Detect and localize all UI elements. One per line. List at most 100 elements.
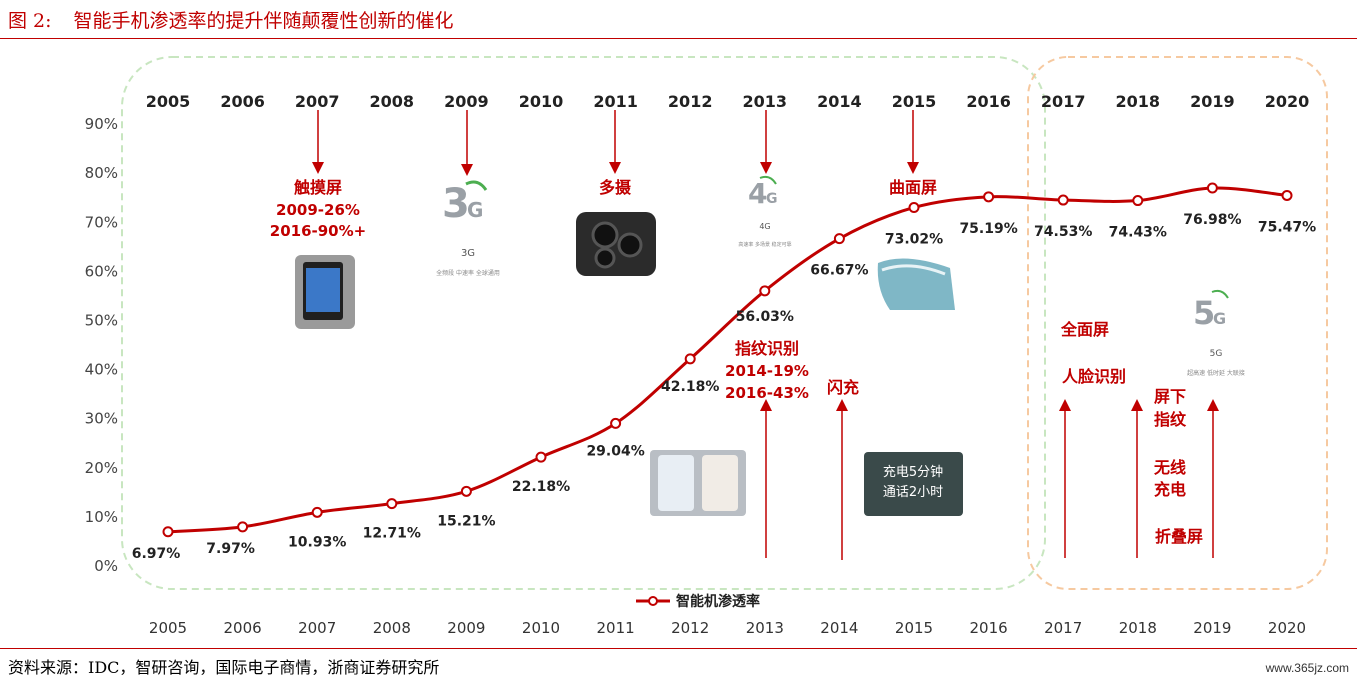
y-tick-10: 10% bbox=[85, 508, 118, 526]
data-label-2019: 76.98% bbox=[1183, 212, 1241, 228]
y-tick-0: 0% bbox=[94, 557, 118, 575]
point-2006 bbox=[237, 521, 249, 533]
legend-label: 智能机渗透率 bbox=[675, 593, 760, 610]
curved-screen-image bbox=[877, 258, 955, 310]
annot-fastcharge: 闪充 bbox=[827, 378, 859, 397]
5g-icon-number: 5 bbox=[1193, 294, 1215, 332]
fast-charge-line-2: 通话2小时 bbox=[883, 485, 943, 500]
arrows bbox=[312, 110, 1219, 560]
y-tick-70: 70% bbox=[85, 213, 118, 231]
y-tick-20: 20% bbox=[85, 459, 118, 477]
annot-underscreen-2: 指纹 bbox=[1154, 410, 1187, 429]
top-year-2006: 2006 bbox=[220, 92, 265, 111]
point-2012 bbox=[684, 353, 696, 365]
multi-camera-image bbox=[576, 212, 656, 276]
y-tick-40: 40% bbox=[85, 361, 118, 379]
point-2007 bbox=[311, 506, 323, 518]
3g-icon-g: G bbox=[467, 198, 483, 222]
watermark: www.365jz.com bbox=[1265, 661, 1349, 675]
y-tick-30: 30% bbox=[85, 410, 118, 428]
top-year-2017: 2017 bbox=[1041, 92, 1086, 111]
annot-fullscreen: 全面屏 bbox=[1060, 320, 1109, 339]
fingerprint-image bbox=[650, 450, 746, 516]
top-year-2008: 2008 bbox=[370, 92, 415, 111]
x-tick-2019: 2019 bbox=[1193, 619, 1231, 637]
x-tick-2011: 2011 bbox=[597, 619, 635, 637]
3g-icon-desc: 全频段 中速率 全球通用 bbox=[436, 269, 500, 277]
y-tick-50: 50% bbox=[85, 312, 118, 330]
data-label-2006: 7.97% bbox=[206, 541, 255, 557]
series-line bbox=[167, 186, 1288, 534]
point-2020 bbox=[1281, 189, 1293, 201]
series-points bbox=[162, 182, 1293, 538]
data-label-2015: 73.02% bbox=[885, 231, 943, 247]
x-tick-2020: 2020 bbox=[1268, 619, 1306, 637]
4g-icon-g: G bbox=[766, 191, 778, 207]
annot-face: 人脸识别 bbox=[1062, 367, 1126, 386]
top-year-2018: 2018 bbox=[1116, 92, 1161, 111]
legend-marker bbox=[648, 596, 658, 606]
annot-touch-title: 触摸屏 bbox=[293, 178, 342, 197]
point-2005 bbox=[162, 526, 174, 538]
top-year-2016: 2016 bbox=[966, 92, 1011, 111]
y-axis-ticks: 0% 10% 20% 30% 40% 50% 60% 70% 80% 90% bbox=[85, 115, 118, 575]
point-2018 bbox=[1132, 195, 1144, 207]
point-2016 bbox=[983, 191, 995, 203]
data-label-2005: 6.97% bbox=[132, 546, 181, 562]
y-tick-90: 90% bbox=[85, 115, 118, 133]
top-year-2020: 2020 bbox=[1265, 92, 1310, 111]
x-tick-2016: 2016 bbox=[970, 619, 1008, 637]
top-year-2011: 2011 bbox=[593, 92, 638, 111]
data-labels: 6.97% 7.97% 10.93% 12.71% 15.21% 22.18% 29.04%… bbox=[132, 212, 1316, 562]
x-tick-2018: 2018 bbox=[1119, 619, 1157, 637]
figure-title-text: 智能手机渗透率的提升伴随颠覆性创新的催化 bbox=[73, 10, 454, 32]
data-label-2012: 42.18% bbox=[661, 379, 719, 395]
point-2019 bbox=[1206, 182, 1218, 194]
fast-charge-line-1: 充电5分钟 bbox=[883, 464, 943, 480]
top-year-2015: 2015 bbox=[892, 92, 937, 111]
era-box-2005-2016 bbox=[121, 56, 1046, 590]
x-tick-2005: 2005 bbox=[149, 619, 187, 637]
top-year-2010: 2010 bbox=[519, 92, 564, 111]
x-tick-2014: 2014 bbox=[820, 619, 858, 637]
annot-wireless-1: 无线 bbox=[1153, 458, 1186, 477]
annot-foldable: 折叠屏 bbox=[1155, 527, 1203, 546]
top-year-2014: 2014 bbox=[817, 92, 862, 111]
point-2010 bbox=[535, 451, 547, 463]
annot-fingerprint-2014: 2014-19% bbox=[725, 362, 809, 380]
annot-wireless-2: 充电 bbox=[1154, 480, 1186, 499]
penetration-chart: 0%10%20%30%40%50%60%70%80%90% 2005 2006 20… bbox=[85, 56, 1328, 637]
source-note: 资料来源：IDC，智研咨询，国际电子商情，浙商证券研究所 bbox=[8, 658, 440, 677]
annot-camera: 多摄 bbox=[599, 178, 632, 197]
point-2014 bbox=[833, 233, 845, 245]
annot-curved: 曲面屏 bbox=[889, 178, 937, 197]
annot-touch-2016: 2016-90%+ bbox=[270, 222, 366, 240]
annot-underscreen-1: 屏下 bbox=[1154, 387, 1186, 406]
point-2009 bbox=[460, 485, 472, 497]
figure-title: 图 2: 智能手机渗透率的提升伴随颠覆性创新的催化 bbox=[8, 6, 454, 33]
data-label-2013: 56.03% bbox=[736, 309, 794, 325]
iphone-image bbox=[295, 255, 355, 329]
x-tick-2006: 2006 bbox=[224, 619, 262, 637]
5g-icon-g: G bbox=[1213, 309, 1226, 328]
top-year-2005: 2005 bbox=[146, 92, 191, 111]
top-year-2007: 2007 bbox=[295, 92, 340, 111]
3g-icon: 3 G 3G 全频段 中速率 全球通用 bbox=[436, 180, 500, 277]
data-label-2017: 74.53% bbox=[1034, 224, 1092, 240]
5g-icon-desc: 超高速 低时延 大联接 bbox=[1187, 369, 1245, 377]
x-tick-2007: 2007 bbox=[298, 619, 336, 637]
figure-number: 图 2: bbox=[8, 10, 52, 32]
x-axis-ticks: 2005 2006 2007 2008 2009 2010 2011 2012 2013 2014… bbox=[149, 619, 1306, 637]
top-rule bbox=[0, 38, 1357, 39]
3g-icon-caption: 3G bbox=[461, 248, 475, 259]
data-label-2018: 74.43% bbox=[1109, 225, 1167, 241]
top-year-2013: 2013 bbox=[743, 92, 788, 111]
5g-icon-caption: 5G bbox=[1210, 349, 1223, 359]
legend: 智能机渗透率 bbox=[636, 593, 760, 610]
x-tick-2012: 2012 bbox=[671, 619, 709, 637]
point-2011 bbox=[610, 417, 622, 429]
data-label-2014: 66.67% bbox=[810, 263, 868, 279]
fast-charge-image: 充电5分钟 通话2小时 bbox=[864, 452, 963, 516]
data-label-2008: 12.71% bbox=[363, 526, 421, 542]
data-label-2007: 10.93% bbox=[288, 534, 346, 550]
